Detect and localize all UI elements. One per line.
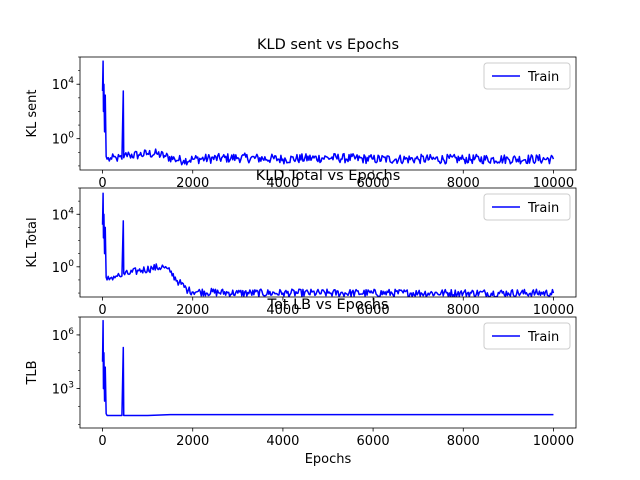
legend-box — [483, 193, 571, 221]
legend-label: Train — [527, 70, 559, 85]
subplot-3: 0 2000 4000 6000 8000 10000 106 103 Tot LB vs Ep… — [25, 297, 577, 467]
x-tick-label: 8000 — [447, 303, 480, 318]
legend-label: Train — [527, 330, 559, 345]
axes-frame — [79, 316, 577, 429]
legend-box — [483, 322, 571, 350]
chart-title: Tot LB vs Epochs — [267, 297, 389, 313]
x-tick-label: 2000 — [176, 434, 209, 449]
y-tick-label: 104 — [52, 76, 75, 93]
legend: Train — [483, 322, 571, 350]
x-tick-label: 0 — [98, 434, 106, 449]
y-tick-label: 100 — [52, 131, 75, 148]
x-tick-label: 2000 — [176, 176, 209, 191]
legend-label: Train — [527, 201, 559, 216]
x-tick-label: 8000 — [447, 176, 480, 191]
y-axis-label: KL sent — [25, 89, 40, 137]
series-line-train — [101, 60, 555, 166]
axes-frame — [79, 187, 577, 298]
x-tick-label: 10000 — [533, 303, 574, 318]
x-tick-label: 8000 — [447, 434, 480, 449]
y-tick-label: 104 — [52, 206, 75, 223]
x-tick-label: 6000 — [357, 176, 390, 191]
chart-title: KLD Total vs Epochs — [256, 168, 401, 184]
x-tick-label: 4000 — [266, 303, 299, 318]
axes-frame — [79, 56, 577, 171]
subplot-1: 0 2000 4000 6000 8000 10000 104 100 KLD sent vs … — [25, 37, 577, 191]
legend-box — [483, 62, 571, 90]
x-tick-label: 2000 — [176, 303, 209, 318]
x-tick-label: 4000 — [266, 434, 299, 449]
series-line-train — [101, 319, 554, 417]
y-tick-label: 100 — [52, 259, 75, 276]
y-tick-label: 106 — [52, 327, 75, 344]
x-tick-label: 0 — [98, 303, 106, 318]
legend: Train — [483, 62, 571, 90]
y-axis-label: TLB — [25, 360, 40, 385]
chart-title: KLD sent vs Epochs — [257, 37, 399, 53]
x-tick-label: 4000 — [266, 176, 299, 191]
x-tick-label: 0 — [98, 176, 106, 191]
legend: Train — [483, 193, 571, 221]
series-line-train — [101, 192, 555, 297]
x-tick-label: 6000 — [357, 303, 390, 318]
x-tick-label: 6000 — [357, 434, 390, 449]
y-tick-label: 103 — [52, 381, 74, 398]
x-axis-label: Epochs — [305, 452, 352, 467]
x-tick-label: 10000 — [533, 434, 574, 449]
subplot-2: 0 2000 4000 6000 8000 10000 104 100 KLD Total vs… — [25, 168, 577, 318]
y-axis-label: KL Total — [25, 217, 40, 267]
x-tick-label: 10000 — [533, 176, 574, 191]
